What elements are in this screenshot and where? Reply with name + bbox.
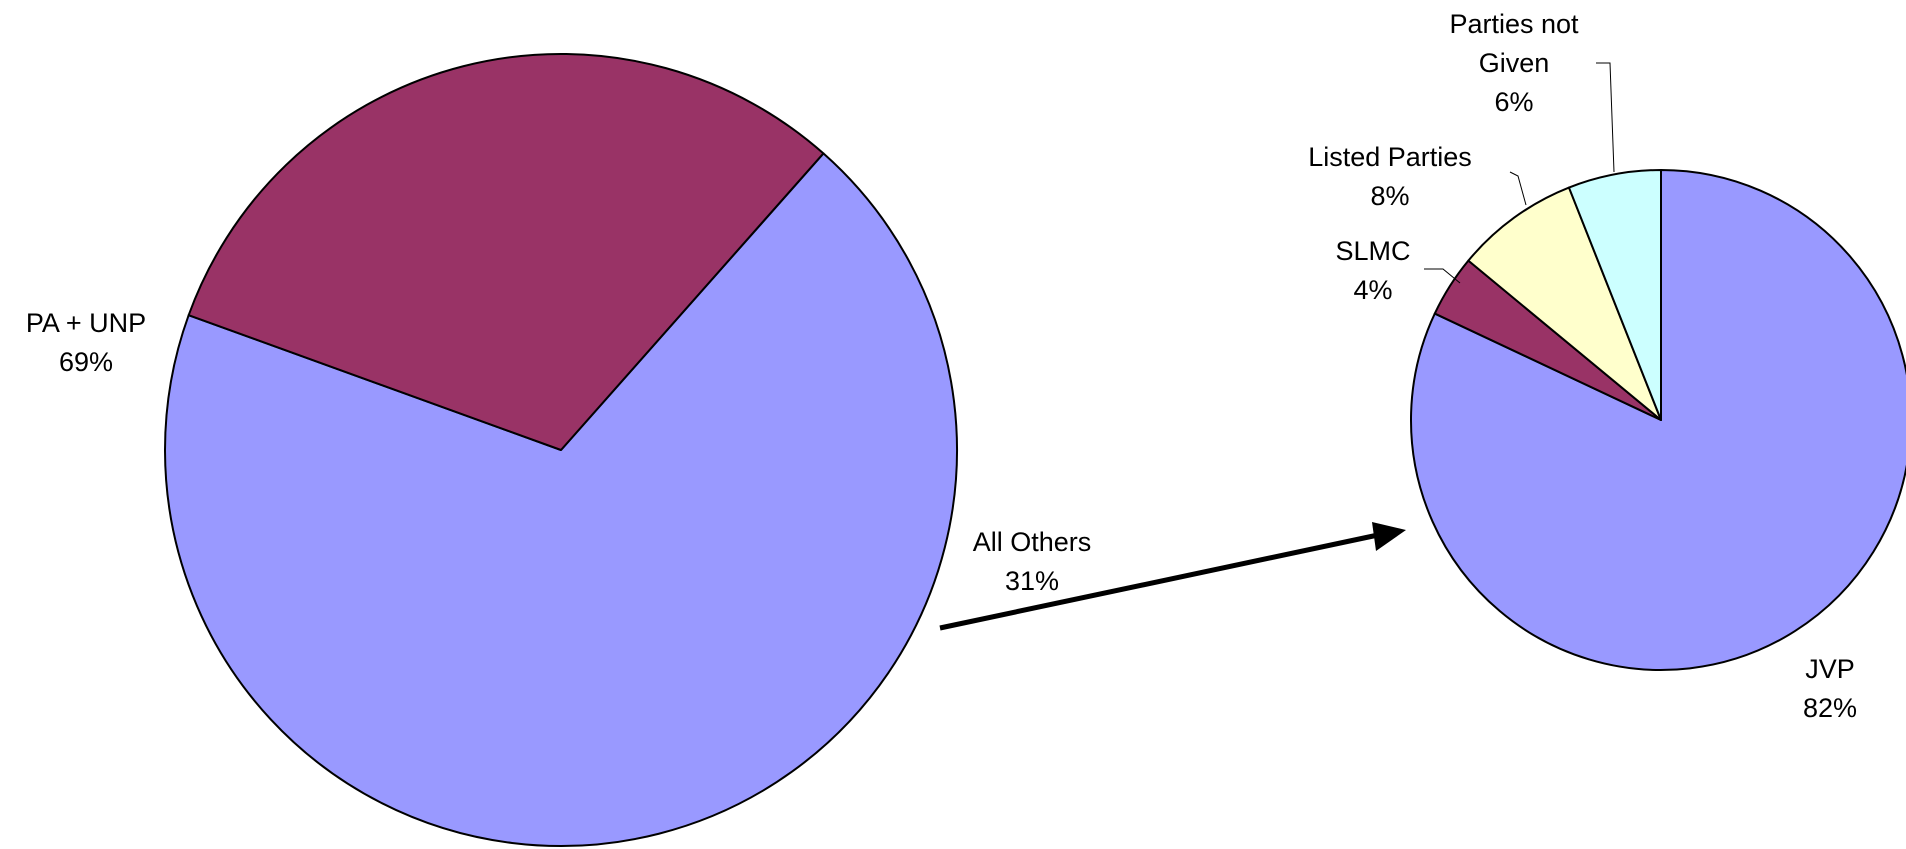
pie-slice-listed-parties [1467,186,1662,421]
main-pie [164,53,958,847]
leader-line-slmc [1424,268,1461,284]
slice-label-parties-not-given: Parties not Given 6% [1449,9,1579,117]
slice-label-jvp: JVP 82% [1803,654,1857,723]
slice-label-slmc: SLMC 4% [1335,236,1410,305]
pie-slice-parties-not-given [1567,169,1662,421]
slice-label-listed-parties: Listed Parties 8% [1308,142,1472,211]
slice-label-pa-unp: PA + UNP 69% [26,308,146,377]
connector-arrow-head [1372,522,1406,551]
slice-labels: PA + UNP 69% All Others 31% JVP 82% SLMC 4% List… [26,9,1857,723]
pie-slice-all-others [187,53,825,451]
pie-slice-pa-unp [164,152,958,847]
leader-line-listed-parties [1509,171,1527,206]
leader-line-parties-not-given [1596,62,1615,173]
pie-slice-jvp [1410,169,1906,671]
slice-label-all-others: All Others 31% [973,527,1092,596]
breakdown-connector [939,522,1406,631]
breakdown-pie [1410,169,1906,671]
connector-arrow-line [939,532,1379,631]
